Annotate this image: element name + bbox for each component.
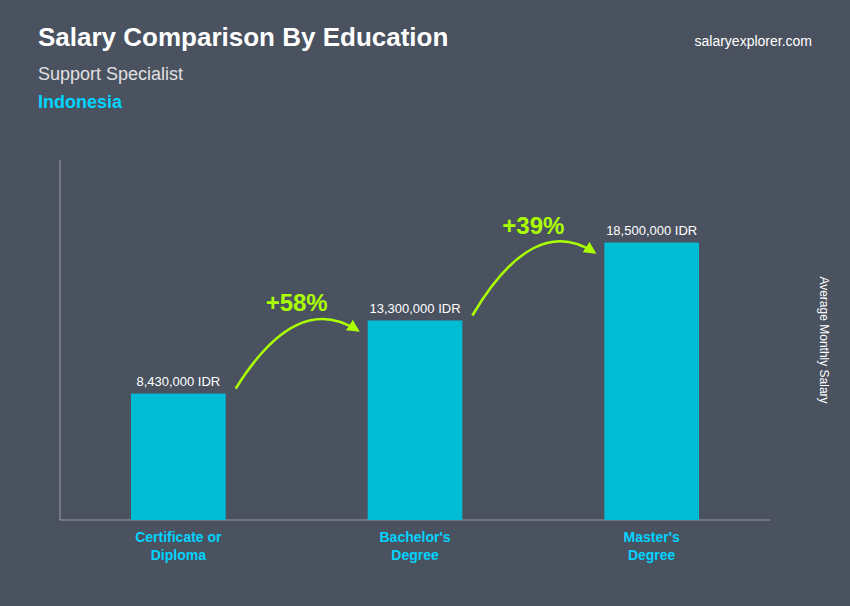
background: [0, 0, 850, 606]
x-tick-label: Certificate or Diploma: [135, 529, 222, 563]
bar: [604, 243, 699, 521]
x-tick-label-line: Bachelor's: [379, 529, 450, 545]
bars: [131, 243, 699, 521]
change-label: +58%: [266, 289, 328, 316]
subtitle: Support Specialist: [38, 64, 183, 84]
chart: Salary Comparison By Education Support Sp…: [0, 0, 850, 606]
data-label: 8,430,000 IDR: [136, 374, 220, 389]
x-tick-label-line: Diploma: [151, 547, 206, 563]
y-axis-line: [60, 160, 61, 520]
x-tick-label-line: Degree: [391, 547, 439, 563]
bar: [368, 321, 463, 521]
x-tick-label-line: Master's: [624, 529, 680, 545]
x-tick-label-line: Degree: [628, 547, 676, 563]
change-label: +39%: [502, 212, 564, 239]
site-label: salaryexplorer.com: [695, 33, 813, 49]
x-tick-label: Master's Degree: [624, 529, 680, 563]
location: Indonesia: [38, 92, 123, 112]
x-tick-label: Bachelor's Degree: [379, 529, 450, 563]
x-tick-label-line: Certificate or: [135, 529, 222, 545]
data-label: 18,500,000 IDR: [606, 223, 697, 238]
data-label: 13,300,000 IDR: [369, 301, 460, 316]
title: Salary Comparison By Education: [38, 22, 448, 52]
bar: [131, 394, 226, 520]
change-arrow: [236, 319, 358, 389]
change-arrow: [472, 241, 594, 315]
y-axis-label: Average Monthly Salary: [817, 276, 831, 403]
